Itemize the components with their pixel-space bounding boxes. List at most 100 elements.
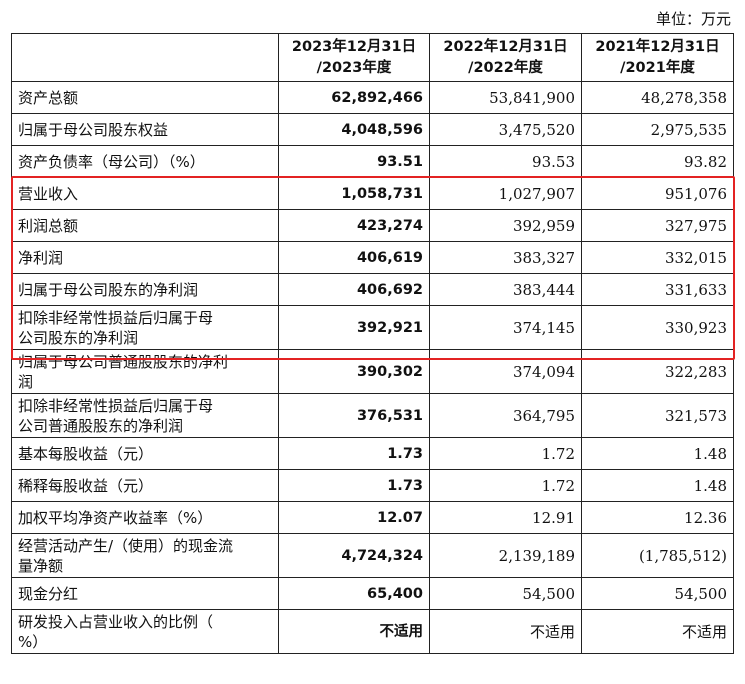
header-line: /2022年度 bbox=[468, 59, 543, 76]
value-cell-2021: (1,785,512) bbox=[581, 533, 734, 578]
value-cell-2023: 376,531 bbox=[278, 393, 430, 438]
row-label-line: 公司普通股股东的净利润 bbox=[18, 416, 184, 435]
value-cell-2021: 2,975,535 bbox=[581, 113, 734, 146]
header-2022: 2022年12月31日/2022年度 bbox=[429, 33, 582, 82]
row-label: 资产负债率（母公司）（%） bbox=[11, 145, 279, 178]
row-label: 利润总额 bbox=[11, 209, 279, 242]
value-cell-2021: 327,975 bbox=[581, 209, 734, 242]
table-header-row: 2023年12月31日/2023年度 2022年12月31日/2022年度 20… bbox=[11, 33, 734, 82]
value-cell-2022: 12.91 bbox=[429, 501, 582, 534]
value-cell-2022: 1.72 bbox=[429, 469, 582, 502]
value-cell-2021: 331,633 bbox=[581, 273, 734, 306]
value-cell-2021: 330,923 bbox=[581, 305, 734, 350]
value-cell-2022: 不适用 bbox=[429, 609, 582, 654]
table-row: 净利润 406,619 383,327 332,015 bbox=[11, 241, 734, 274]
value-cell-2021: 1.48 bbox=[581, 469, 734, 502]
header-2021: 2021年12月31日/2021年度 bbox=[581, 33, 734, 82]
table-row: 资产负债率（母公司）（%） 93.51 93.53 93.82 bbox=[11, 145, 734, 178]
value-cell-2022: 1.72 bbox=[429, 437, 582, 470]
row-label-line: 经营活动产生/（使用）的现金流 bbox=[18, 536, 234, 555]
row-label: 加权平均净资产收益率（%） bbox=[11, 501, 279, 534]
table-row: 加权平均净资产收益率（%） 12.07 12.91 12.36 bbox=[11, 501, 734, 534]
value-cell-2021: 322,283 bbox=[581, 349, 734, 394]
table-row: 扣除非经常性损益后归属于母 公司普通股股东的净利润 376,531 364,795 32… bbox=[11, 393, 734, 438]
row-label: 营业收入 bbox=[11, 177, 279, 210]
value-cell-2023: 392,921 bbox=[278, 305, 430, 350]
value-cell-2021: 321,573 bbox=[581, 393, 734, 438]
value-cell-2021: 不适用 bbox=[581, 609, 734, 654]
value-cell-2022: 383,444 bbox=[429, 273, 582, 306]
value-cell-2022: 374,145 bbox=[429, 305, 582, 350]
row-label: 归属于母公司股东的净利润 bbox=[11, 273, 279, 306]
row-label: 现金分红 bbox=[11, 577, 279, 610]
value-cell-2023: 93.51 bbox=[278, 145, 430, 178]
header-label-column bbox=[11, 33, 279, 82]
row-label-line: 扣除非经常性损益后归属于母 bbox=[18, 308, 214, 327]
table-row: 归属于母公司普通股股东的净利润 390,302 374,094 322,283 bbox=[11, 349, 734, 394]
value-cell-2022: 383,327 bbox=[429, 241, 582, 274]
header-line: /2021年度 bbox=[620, 59, 695, 76]
row-label-line: 扣除非经常性损益后归属于母 bbox=[18, 396, 214, 415]
table-row: 归属于母公司股东的净利润 406,692 383,444 331,633 bbox=[11, 273, 734, 306]
value-cell-2023: 390,302 bbox=[278, 349, 430, 394]
value-cell-2023: 1.73 bbox=[278, 469, 430, 502]
header-line: 2022年12月31日 bbox=[443, 38, 568, 55]
value-cell-2022: 54,500 bbox=[429, 577, 582, 610]
table-row: 营业收入 1,058,731 1,027,907 951,076 bbox=[11, 177, 734, 210]
row-label: 稀释每股收益（元） bbox=[11, 469, 279, 502]
value-cell-2022: 364,795 bbox=[429, 393, 582, 438]
row-label: 净利润 bbox=[11, 241, 279, 274]
row-label-line: 润 bbox=[18, 372, 34, 391]
value-cell-2023: 12.07 bbox=[278, 501, 430, 534]
value-cell-2021: 93.82 bbox=[581, 145, 734, 178]
value-cell-2022: 374,094 bbox=[429, 349, 582, 394]
value-cell-2023: 4,724,324 bbox=[278, 533, 430, 578]
table-row: 利润总额 423,274 392,959 327,975 bbox=[11, 209, 734, 242]
value-cell-2023: 4,048,596 bbox=[278, 113, 430, 146]
value-cell-2021: 12.36 bbox=[581, 501, 734, 534]
row-label: 归属于母公司普通股股东的净利润 bbox=[11, 349, 279, 394]
value-cell-2021: 54,500 bbox=[581, 577, 734, 610]
value-cell-2023: 62,892,466 bbox=[278, 81, 430, 114]
value-cell-2021: 332,015 bbox=[581, 241, 734, 274]
table-row: 经营活动产生/（使用）的现金流 量净额 4,724,324 2,139,189 (1,7… bbox=[11, 533, 734, 578]
table-row: 稀释每股收益（元） 1.73 1.72 1.48 bbox=[11, 469, 734, 502]
financial-summary-table: 2023年12月31日/2023年度 2022年12月31日/2022年度 20… bbox=[11, 33, 734, 654]
header-line: 2021年12月31日 bbox=[595, 38, 720, 55]
value-cell-2023: 65,400 bbox=[278, 577, 430, 610]
value-cell-2021: 1.48 bbox=[581, 437, 734, 470]
value-cell-2023: 1.73 bbox=[278, 437, 430, 470]
header-2023: 2023年12月31日/2023年度 bbox=[278, 33, 430, 82]
value-cell-2022: 1,027,907 bbox=[429, 177, 582, 210]
value-cell-2022: 53,841,900 bbox=[429, 81, 582, 114]
unit-label: 单位：万元 bbox=[655, 10, 731, 28]
value-cell-2023: 423,274 bbox=[278, 209, 430, 242]
value-cell-2023: 406,619 bbox=[278, 241, 430, 274]
value-cell-2021: 951,076 bbox=[581, 177, 734, 210]
row-label-line: 研发投入占营业收入的比例（ bbox=[18, 612, 214, 631]
table-row: 现金分红 65,400 54,500 54,500 bbox=[11, 577, 734, 610]
row-label-line: 量净额 bbox=[18, 556, 64, 575]
value-cell-2023: 1,058,731 bbox=[278, 177, 430, 210]
row-label-line: 归属于母公司普通股股东的净利 bbox=[18, 352, 229, 371]
value-cell-2021: 48,278,358 bbox=[581, 81, 734, 114]
header-line: 2023年12月31日 bbox=[291, 38, 417, 55]
table-row: 扣除非经常性损益后归属于母 公司股东的净利润 392,921 374,145 330,9… bbox=[11, 305, 734, 350]
value-cell-2023: 406,692 bbox=[278, 273, 430, 306]
row-label: 资产总额 bbox=[11, 81, 279, 114]
row-label: 经营活动产生/（使用）的现金流 量净额 bbox=[11, 533, 279, 578]
table-row: 资产总额 62,892,466 53,841,900 48,278,358 bbox=[11, 81, 734, 114]
row-label: 扣除非经常性损益后归属于母 公司股东的净利润 bbox=[11, 305, 279, 350]
table-row: 基本每股收益（元） 1.73 1.72 1.48 bbox=[11, 437, 734, 470]
row-label: 研发投入占营业收入的比例（%） bbox=[11, 609, 279, 654]
value-cell-2022: 93.53 bbox=[429, 145, 582, 178]
row-label: 基本每股收益（元） bbox=[11, 437, 279, 470]
table-row: 归属于母公司股东权益 4,048,596 3,475,520 2,975,535 bbox=[11, 113, 734, 146]
value-cell-2022: 3,475,520 bbox=[429, 113, 582, 146]
row-label: 归属于母公司股东权益 bbox=[11, 113, 279, 146]
header-line: /2023年度 bbox=[316, 59, 392, 76]
value-cell-2022: 2,139,189 bbox=[429, 533, 582, 578]
value-cell-2022: 392,959 bbox=[429, 209, 582, 242]
value-cell-2023: 不适用 bbox=[278, 609, 430, 654]
row-label: 扣除非经常性损益后归属于母 公司普通股股东的净利润 bbox=[11, 393, 279, 438]
